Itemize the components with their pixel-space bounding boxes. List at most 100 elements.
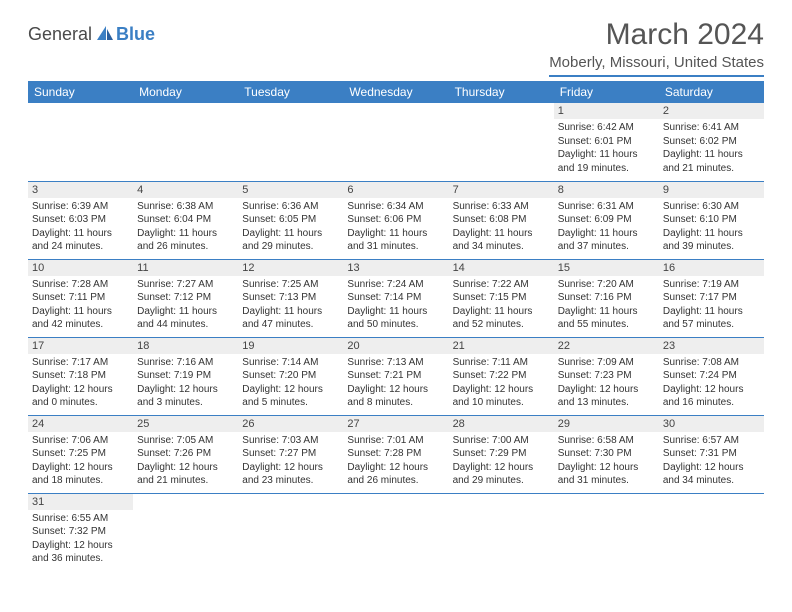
daylight-text: Daylight: 12 hours and 34 minutes. (663, 461, 760, 488)
sunset-text: Sunset: 6:03 PM (32, 213, 129, 227)
sunrise-text: Sunrise: 7:01 AM (347, 434, 444, 448)
daylight-text: Daylight: 11 hours and 21 minutes. (663, 148, 760, 175)
sunrise-text: Sunrise: 6:57 AM (663, 434, 760, 448)
sunrise-text: Sunrise: 7:13 AM (347, 356, 444, 370)
calendar-cell: 22Sunrise: 7:09 AMSunset: 7:23 PMDayligh… (554, 337, 659, 415)
calendar-cell (659, 493, 764, 571)
daylight-text: Daylight: 11 hours and 42 minutes. (32, 305, 129, 332)
calendar-cell: 7Sunrise: 6:33 AMSunset: 6:08 PMDaylight… (449, 181, 554, 259)
sunset-text: Sunset: 6:10 PM (663, 213, 760, 227)
day-content: Sunrise: 6:39 AMSunset: 6:03 PMDaylight:… (28, 198, 133, 258)
day-content: Sunrise: 7:25 AMSunset: 7:13 PMDaylight:… (238, 276, 343, 336)
daylight-text: Daylight: 11 hours and 37 minutes. (558, 227, 655, 254)
day-content: Sunrise: 7:22 AMSunset: 7:15 PMDaylight:… (449, 276, 554, 336)
calendar-cell: 11Sunrise: 7:27 AMSunset: 7:12 PMDayligh… (133, 259, 238, 337)
weekday-header: Friday (554, 81, 659, 103)
sunset-text: Sunset: 7:18 PM (32, 369, 129, 383)
sunset-text: Sunset: 7:28 PM (347, 447, 444, 461)
sunset-text: Sunset: 7:16 PM (558, 291, 655, 305)
logo-text-1: General (28, 24, 92, 45)
sunrise-text: Sunrise: 6:36 AM (242, 200, 339, 214)
calendar-cell: 1Sunrise: 6:42 AMSunset: 6:01 PMDaylight… (554, 103, 659, 181)
day-content: Sunrise: 7:09 AMSunset: 7:23 PMDaylight:… (554, 354, 659, 414)
calendar-cell: 20Sunrise: 7:13 AMSunset: 7:21 PMDayligh… (343, 337, 448, 415)
sunrise-text: Sunrise: 6:38 AM (137, 200, 234, 214)
calendar-cell (133, 493, 238, 571)
calendar-cell (28, 103, 133, 181)
sunset-text: Sunset: 7:24 PM (663, 369, 760, 383)
location: Moberly, Missouri, United States (549, 54, 764, 77)
daylight-text: Daylight: 11 hours and 55 minutes. (558, 305, 655, 332)
weekday-header: Sunday (28, 81, 133, 103)
day-number: 26 (238, 416, 343, 432)
sunrise-text: Sunrise: 7:20 AM (558, 278, 655, 292)
calendar-cell (343, 493, 448, 571)
sunset-text: Sunset: 7:21 PM (347, 369, 444, 383)
sunset-text: Sunset: 7:32 PM (32, 525, 129, 539)
sunrise-text: Sunrise: 7:09 AM (558, 356, 655, 370)
calendar-body: 1Sunrise: 6:42 AMSunset: 6:01 PMDaylight… (28, 103, 764, 571)
daylight-text: Daylight: 12 hours and 23 minutes. (242, 461, 339, 488)
sunset-text: Sunset: 7:29 PM (453, 447, 550, 461)
sunset-text: Sunset: 6:05 PM (242, 213, 339, 227)
calendar-cell: 8Sunrise: 6:31 AMSunset: 6:09 PMDaylight… (554, 181, 659, 259)
calendar-cell: 24Sunrise: 7:06 AMSunset: 7:25 PMDayligh… (28, 415, 133, 493)
sunrise-text: Sunrise: 7:24 AM (347, 278, 444, 292)
calendar-cell: 4Sunrise: 6:38 AMSunset: 6:04 PMDaylight… (133, 181, 238, 259)
sunset-text: Sunset: 7:14 PM (347, 291, 444, 305)
day-number: 1 (554, 103, 659, 119)
calendar-cell (554, 493, 659, 571)
weekday-header: Thursday (449, 81, 554, 103)
day-number: 30 (659, 416, 764, 432)
daylight-text: Daylight: 12 hours and 13 minutes. (558, 383, 655, 410)
daylight-text: Daylight: 12 hours and 5 minutes. (242, 383, 339, 410)
day-content: Sunrise: 6:55 AMSunset: 7:32 PMDaylight:… (28, 510, 133, 570)
sunrise-text: Sunrise: 7:06 AM (32, 434, 129, 448)
daylight-text: Daylight: 11 hours and 31 minutes. (347, 227, 444, 254)
day-number: 15 (554, 260, 659, 276)
day-content: Sunrise: 7:08 AMSunset: 7:24 PMDaylight:… (659, 354, 764, 414)
day-number: 8 (554, 182, 659, 198)
calendar-cell: 17Sunrise: 7:17 AMSunset: 7:18 PMDayligh… (28, 337, 133, 415)
sunrise-text: Sunrise: 7:03 AM (242, 434, 339, 448)
day-number: 24 (28, 416, 133, 432)
month-title: March 2024 (549, 18, 764, 52)
daylight-text: Daylight: 12 hours and 3 minutes. (137, 383, 234, 410)
sunrise-text: Sunrise: 6:34 AM (347, 200, 444, 214)
calendar-cell: 14Sunrise: 7:22 AMSunset: 7:15 PMDayligh… (449, 259, 554, 337)
logo: General Blue (28, 18, 155, 45)
day-content: Sunrise: 7:14 AMSunset: 7:20 PMDaylight:… (238, 354, 343, 414)
sunrise-text: Sunrise: 6:30 AM (663, 200, 760, 214)
day-content: Sunrise: 7:17 AMSunset: 7:18 PMDaylight:… (28, 354, 133, 414)
day-number: 5 (238, 182, 343, 198)
day-number: 28 (449, 416, 554, 432)
day-number: 14 (449, 260, 554, 276)
daylight-text: Daylight: 11 hours and 50 minutes. (347, 305, 444, 332)
calendar-cell: 16Sunrise: 7:19 AMSunset: 7:17 PMDayligh… (659, 259, 764, 337)
calendar-cell: 5Sunrise: 6:36 AMSunset: 6:05 PMDaylight… (238, 181, 343, 259)
sunset-text: Sunset: 7:19 PM (137, 369, 234, 383)
daylight-text: Daylight: 12 hours and 0 minutes. (32, 383, 129, 410)
daylight-text: Daylight: 11 hours and 34 minutes. (453, 227, 550, 254)
day-number: 17 (28, 338, 133, 354)
day-content: Sunrise: 6:33 AMSunset: 6:08 PMDaylight:… (449, 198, 554, 258)
sunrise-text: Sunrise: 6:58 AM (558, 434, 655, 448)
day-content: Sunrise: 7:01 AMSunset: 7:28 PMDaylight:… (343, 432, 448, 492)
calendar-cell (133, 103, 238, 181)
logo-text-2: Blue (116, 24, 155, 45)
calendar-cell: 9Sunrise: 6:30 AMSunset: 6:10 PMDaylight… (659, 181, 764, 259)
sunrise-text: Sunrise: 7:27 AM (137, 278, 234, 292)
calendar-cell: 23Sunrise: 7:08 AMSunset: 7:24 PMDayligh… (659, 337, 764, 415)
calendar-cell: 27Sunrise: 7:01 AMSunset: 7:28 PMDayligh… (343, 415, 448, 493)
sunrise-text: Sunrise: 7:28 AM (32, 278, 129, 292)
sunset-text: Sunset: 7:12 PM (137, 291, 234, 305)
calendar-cell: 3Sunrise: 6:39 AMSunset: 6:03 PMDaylight… (28, 181, 133, 259)
sunset-text: Sunset: 7:13 PM (242, 291, 339, 305)
calendar-cell: 19Sunrise: 7:14 AMSunset: 7:20 PMDayligh… (238, 337, 343, 415)
weekday-header: Saturday (659, 81, 764, 103)
daylight-text: Daylight: 12 hours and 8 minutes. (347, 383, 444, 410)
daylight-text: Daylight: 11 hours and 39 minutes. (663, 227, 760, 254)
sunset-text: Sunset: 7:31 PM (663, 447, 760, 461)
sunset-text: Sunset: 6:04 PM (137, 213, 234, 227)
calendar-cell (449, 103, 554, 181)
